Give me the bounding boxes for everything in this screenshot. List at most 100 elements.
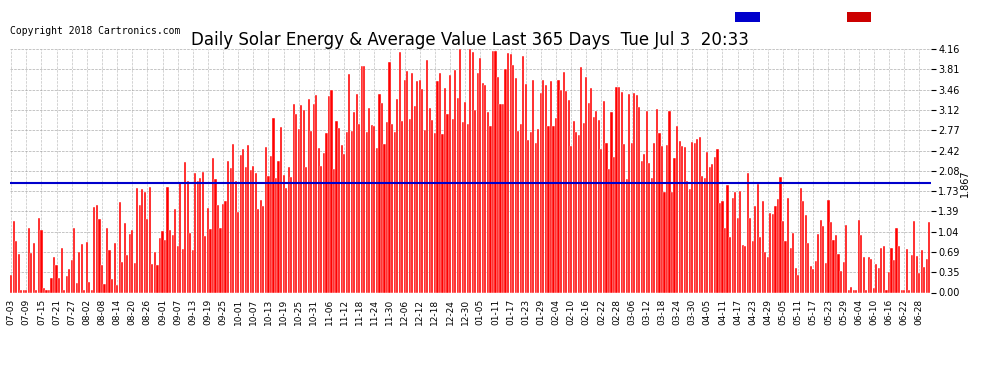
Bar — [169, 230, 171, 292]
Bar — [746, 173, 748, 292]
Bar — [391, 124, 393, 292]
Bar — [215, 179, 217, 292]
Bar — [878, 267, 880, 292]
Bar — [437, 81, 439, 292]
Bar — [779, 177, 781, 292]
Bar — [187, 181, 189, 292]
Bar — [855, 290, 857, 292]
Bar — [446, 114, 448, 292]
Bar — [552, 126, 554, 292]
Bar — [464, 102, 466, 292]
Bar — [225, 201, 227, 292]
Bar — [83, 290, 85, 292]
Bar — [338, 128, 341, 292]
Bar — [350, 131, 352, 292]
Bar — [862, 257, 865, 292]
Bar — [43, 288, 45, 292]
Bar — [126, 255, 129, 292]
Bar — [820, 220, 822, 292]
Bar — [257, 209, 259, 292]
Bar — [722, 201, 724, 292]
Bar — [838, 254, 840, 292]
Bar — [409, 120, 411, 292]
Bar — [598, 120, 600, 292]
Bar — [842, 262, 844, 292]
Bar — [631, 142, 633, 292]
Bar — [70, 260, 73, 292]
Bar — [171, 236, 173, 292]
Bar — [323, 153, 325, 292]
Bar — [807, 243, 810, 292]
Bar — [510, 54, 512, 292]
Bar — [63, 290, 65, 292]
Bar — [621, 92, 623, 292]
Bar — [880, 248, 882, 292]
Bar — [608, 169, 610, 292]
Bar — [310, 131, 313, 292]
Bar — [835, 236, 838, 292]
Bar — [176, 246, 179, 292]
Bar — [295, 114, 297, 292]
Bar — [499, 104, 502, 292]
Bar — [823, 226, 825, 292]
Bar — [280, 128, 282, 292]
Text: 1.867: 1.867 — [960, 169, 970, 197]
Bar — [33, 243, 35, 292]
Bar — [689, 189, 691, 292]
Bar — [926, 259, 928, 292]
Bar — [588, 102, 590, 292]
Bar — [38, 217, 40, 292]
Bar — [540, 93, 542, 292]
Bar — [365, 132, 368, 292]
Bar — [686, 181, 688, 292]
Bar — [906, 249, 908, 292]
Bar — [422, 89, 424, 292]
Bar — [740, 191, 742, 292]
Bar — [451, 118, 453, 292]
Bar — [28, 228, 30, 292]
Bar — [355, 94, 357, 292]
Bar — [896, 228, 898, 292]
Bar — [371, 125, 373, 292]
Bar — [712, 164, 714, 292]
Bar — [681, 146, 683, 292]
Bar — [797, 274, 799, 292]
Bar — [535, 142, 537, 292]
Bar — [326, 134, 328, 292]
Bar — [461, 122, 463, 292]
Bar — [577, 135, 580, 292]
Bar — [179, 182, 181, 292]
Bar — [18, 254, 20, 292]
Bar — [119, 202, 121, 292]
Bar — [815, 261, 817, 292]
Bar — [96, 205, 98, 292]
Bar — [78, 252, 80, 292]
Bar — [784, 241, 787, 292]
Bar — [572, 121, 575, 292]
Bar — [668, 111, 670, 292]
Bar — [754, 206, 756, 292]
Bar — [249, 170, 251, 292]
Bar — [199, 178, 201, 292]
Bar — [653, 143, 655, 292]
Bar — [68, 269, 70, 292]
Bar — [544, 85, 547, 292]
Bar — [459, 49, 461, 292]
Bar — [315, 94, 318, 292]
Bar — [636, 95, 638, 292]
Bar — [913, 222, 916, 292]
Bar — [525, 84, 527, 292]
Bar — [406, 71, 408, 292]
Bar — [189, 233, 191, 292]
Bar — [567, 100, 569, 292]
Bar — [737, 218, 739, 292]
Bar — [683, 147, 686, 292]
Bar — [623, 144, 626, 292]
Bar — [890, 249, 893, 292]
Bar — [91, 290, 93, 292]
Bar — [456, 98, 458, 292]
Bar — [916, 256, 918, 292]
Bar — [220, 228, 222, 292]
Bar — [300, 105, 302, 292]
Bar — [870, 259, 872, 292]
